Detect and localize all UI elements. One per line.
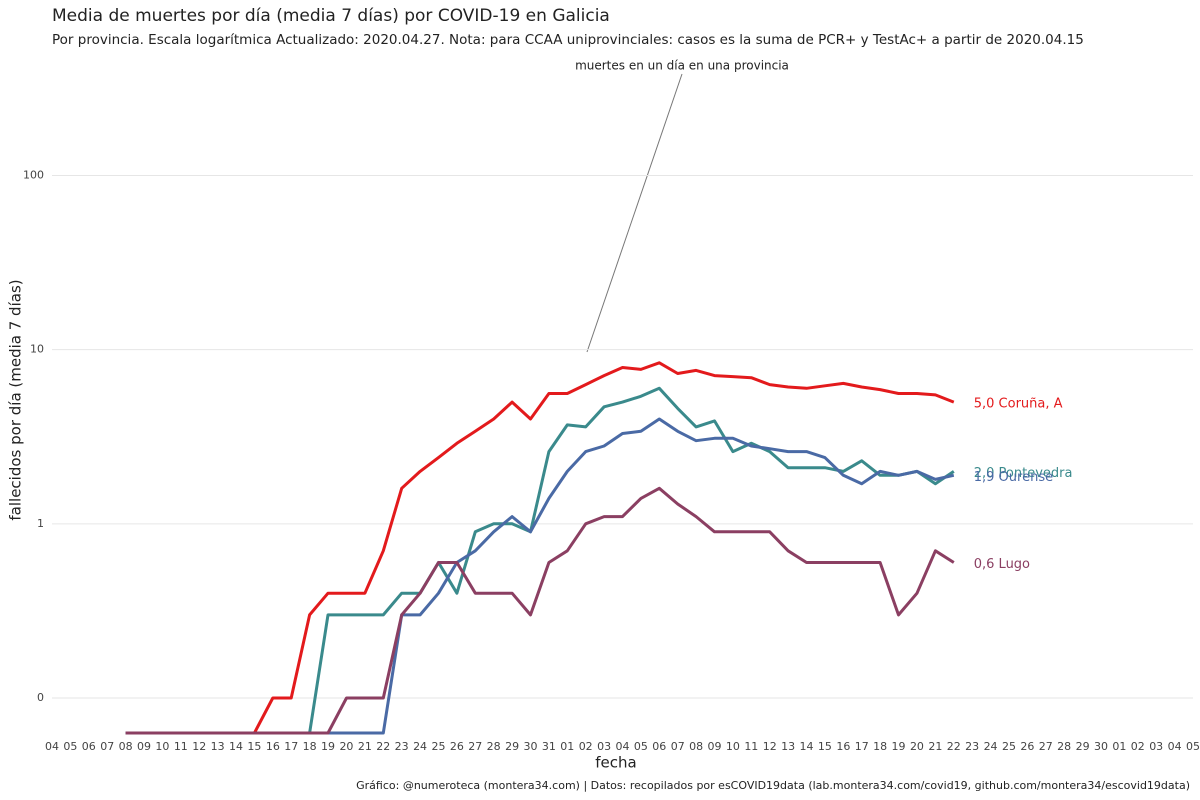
series-label: 1,9 Ourense	[974, 470, 1053, 485]
x-tick-label: 04	[616, 740, 630, 753]
x-tick-label: 28	[487, 740, 501, 753]
x-tick-label: 03	[1149, 740, 1163, 753]
x-tick-label: 01	[1112, 740, 1126, 753]
x-tick-label: 25	[1002, 740, 1016, 753]
x-tick-label: 10	[726, 740, 740, 753]
series-line	[125, 386, 955, 735]
x-tick-label: 28	[1057, 740, 1071, 753]
x-tick-label: 04	[45, 740, 59, 753]
x-tick-label: 16	[266, 740, 280, 753]
x-tick-label: 24	[413, 740, 427, 753]
x-tick-label: 21	[358, 740, 372, 753]
y-tick-label: 0	[37, 691, 44, 704]
x-tick-label: 24	[984, 740, 998, 753]
x-tick-label: 09	[708, 740, 722, 753]
x-tick-label: 14	[229, 740, 243, 753]
x-tick-label: 11	[174, 740, 188, 753]
x-tick-label: 30	[1094, 740, 1108, 753]
x-tick-label: 22	[947, 740, 961, 753]
x-tick-label: 29	[1076, 740, 1090, 753]
x-tick-label: 26	[450, 740, 464, 753]
x-tick-label: 13	[781, 740, 795, 753]
x-tick-label: 08	[689, 740, 703, 753]
x-tick-label: 20	[910, 740, 924, 753]
x-tick-label: 19	[321, 740, 335, 753]
x-tick-label: 27	[468, 740, 482, 753]
x-tick-label: 07	[100, 740, 114, 753]
x-tick-label: 09	[137, 740, 151, 753]
x-tick-label: 22	[376, 740, 390, 753]
x-axis-label: fecha	[595, 754, 636, 772]
x-tick-label: 12	[763, 740, 777, 753]
x-tick-label: 06	[652, 740, 666, 753]
x-tick-label: 30	[523, 740, 537, 753]
y-tick-label: 1	[37, 517, 44, 530]
x-tick-label: 15	[818, 740, 832, 753]
x-tick-label: 05	[63, 740, 77, 753]
x-tick-label: 05	[634, 740, 648, 753]
chart-subtitle: Por provincia. Escala logarítmica Actual…	[52, 32, 1084, 48]
annotation-pointer	[586, 73, 683, 353]
series-line	[125, 361, 955, 735]
x-tick-label: 06	[82, 740, 96, 753]
chart-title: Media de muertes por día (media 7 días) …	[52, 6, 610, 26]
caption: Gráfico: @numeroteca (montera34.com) | D…	[356, 779, 1190, 792]
x-tick-label: 10	[155, 740, 169, 753]
y-axis-label: fallecidos por día (media 7 días)	[7, 279, 25, 520]
x-tick-label: 01	[560, 740, 574, 753]
x-tick-label: 11	[744, 740, 758, 753]
x-tick-label: 26	[1020, 740, 1034, 753]
x-tick-label: 23	[395, 740, 409, 753]
x-tick-label: 07	[671, 740, 685, 753]
x-tick-label: 27	[1039, 740, 1053, 753]
x-tick-label: 13	[211, 740, 225, 753]
x-tick-label: 20	[339, 740, 353, 753]
x-tick-label: 17	[284, 740, 298, 753]
x-tick-label: 04	[1168, 740, 1182, 753]
x-tick-label: 18	[303, 740, 317, 753]
x-tick-label: 23	[965, 740, 979, 753]
x-tick-label: 15	[247, 740, 261, 753]
x-tick-label: 19	[892, 740, 906, 753]
y-tick-label: 10	[30, 343, 44, 356]
x-tick-label: 18	[873, 740, 887, 753]
x-tick-label: 21	[928, 740, 942, 753]
x-tick-label: 02	[1131, 740, 1145, 753]
x-tick-label: 03	[597, 740, 611, 753]
series-label: 2,0 Pontevedra	[974, 466, 1073, 481]
x-tick-label: 12	[192, 740, 206, 753]
series-line	[125, 417, 955, 735]
x-tick-label: 05	[1186, 740, 1200, 753]
x-tick-label: 29	[505, 740, 519, 753]
x-tick-label: 17	[855, 740, 869, 753]
series-label: 0,6 Lugo	[974, 557, 1030, 572]
x-tick-label: 08	[119, 740, 133, 753]
y-tick-label: 100	[23, 168, 44, 181]
x-tick-label: 02	[579, 740, 593, 753]
x-tick-label: 16	[836, 740, 850, 753]
x-tick-label: 14	[800, 740, 814, 753]
annotation: muertes en un día en una provincia	[575, 59, 789, 73]
series-label: 5,0 Coruña, A	[974, 397, 1063, 412]
x-tick-label: 25	[431, 740, 445, 753]
x-tick-label: 31	[542, 740, 556, 753]
series-line	[125, 486, 955, 735]
